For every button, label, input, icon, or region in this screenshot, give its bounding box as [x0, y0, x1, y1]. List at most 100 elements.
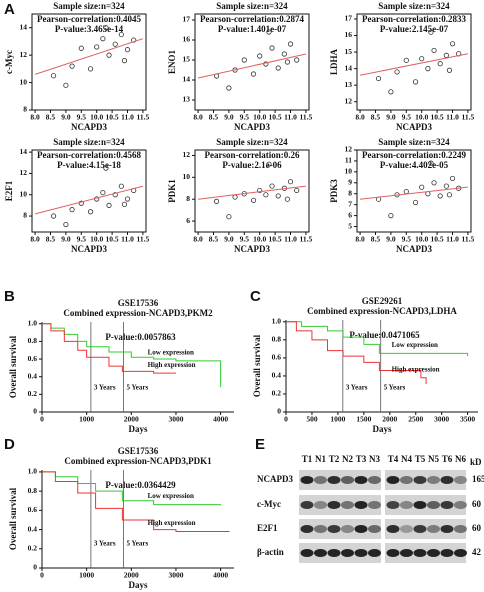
band [341, 476, 354, 484]
y-tick-label: 10 [20, 77, 28, 86]
x-tick-label: 11.0 [121, 235, 134, 244]
series-label: High expression [392, 365, 440, 373]
size-label: 165 [472, 474, 484, 484]
x-tick-label: 11.5 [300, 113, 313, 122]
band [314, 549, 327, 557]
marker-label: 5 Years [126, 540, 148, 548]
band [327, 549, 341, 557]
y-tick-label: 15 [345, 47, 353, 56]
chart-title: Sample size:n=324 [378, 137, 450, 147]
point [437, 61, 443, 67]
annotation: P-value:0.0057863 [105, 332, 176, 342]
band [327, 476, 341, 484]
point [428, 29, 434, 35]
x-axis-label: Days [128, 580, 147, 590]
point [294, 57, 300, 63]
annotation: P-value:2.145e-07 [380, 24, 449, 34]
lane-label: T6 [442, 454, 453, 464]
x-tick-label: 10.0 [90, 235, 103, 244]
x-tick-label: 9.5 [77, 113, 87, 122]
point [443, 52, 449, 58]
survival-line [42, 323, 222, 388]
point [266, 29, 272, 35]
y-tick-label: 6 [186, 216, 190, 225]
panel-letter: C [250, 288, 261, 305]
point [100, 189, 106, 196]
x-tick-label: 11.0 [446, 235, 459, 244]
y-axis-label: Overall survival [8, 335, 18, 398]
band [300, 501, 314, 509]
band [314, 501, 327, 509]
x-tick-label: 2000 [124, 571, 139, 580]
band [440, 525, 454, 533]
y-tick-label: 0.2 [28, 389, 38, 398]
point [446, 192, 453, 198]
y-tick-label: 0.6 [272, 353, 282, 362]
point [103, 165, 109, 171]
series-label: Low expression [148, 348, 194, 356]
trend-line [359, 53, 469, 76]
y-tick-label: 0 [33, 407, 37, 416]
band [427, 476, 440, 484]
x-tick-label: 8.0 [193, 113, 203, 122]
y-tick-label: 7 [348, 199, 352, 208]
band [386, 476, 400, 484]
lane-label: N1 [315, 454, 326, 464]
point [87, 66, 94, 72]
band [413, 501, 427, 509]
point [388, 213, 394, 219]
x-tick-label: 10.5 [106, 113, 119, 122]
y-axis-label: Overall survival [8, 487, 18, 550]
point [263, 192, 269, 198]
point [106, 52, 112, 58]
y-tick-label: 0.2 [272, 389, 282, 398]
point [103, 25, 109, 31]
x-tick-label: 10.0 [253, 113, 266, 122]
trend-line [198, 185, 306, 200]
band [427, 525, 440, 533]
point [412, 79, 419, 85]
x-tick-label: 9.5 [240, 113, 250, 122]
trend-line [34, 185, 144, 215]
chart-title: Sample size:n=324 [53, 1, 125, 11]
point [388, 89, 394, 95]
survival-line [42, 471, 230, 532]
x-tick-label: 8.5 [209, 235, 219, 244]
x-tick-label: 1000 [79, 415, 94, 424]
y-tick-label: 14 [183, 75, 191, 84]
point [226, 214, 232, 220]
x-tick-label: 1500 [356, 415, 371, 424]
x-tick-label: 9.5 [402, 113, 412, 122]
point [112, 192, 118, 198]
band [368, 501, 381, 509]
point [124, 196, 131, 202]
band [314, 476, 327, 484]
point [281, 51, 287, 57]
panel-letter: B [4, 288, 15, 305]
point [118, 31, 124, 38]
x-tick-label: 10.5 [431, 235, 444, 244]
annotation: P-value:4.402e-05 [380, 160, 449, 170]
trend-line [360, 186, 468, 200]
x-tick-label: 9.5 [77, 235, 87, 244]
panel-letter: A [4, 1, 15, 18]
y-tick-label: 13 [345, 80, 353, 89]
series-label: High expression [148, 361, 196, 369]
chart-subtitle: Combined expression-NCAPD3,PKM2 [63, 308, 213, 318]
band [454, 501, 467, 509]
plot-frame [194, 13, 310, 111]
point [112, 41, 118, 47]
annotation: P-value:2.1e-06 [222, 160, 282, 170]
point [275, 65, 281, 71]
band [413, 476, 427, 484]
annotation: P-value:1.401e-07 [218, 24, 287, 34]
point [431, 47, 437, 54]
annotation: P-value:0.0364429 [105, 480, 176, 490]
point [226, 85, 232, 91]
point [250, 197, 257, 203]
band [413, 525, 427, 533]
x-tick-label: 11.0 [121, 113, 134, 122]
lane-label: T5 [415, 454, 426, 464]
x-tick-label: 11.0 [284, 113, 297, 122]
